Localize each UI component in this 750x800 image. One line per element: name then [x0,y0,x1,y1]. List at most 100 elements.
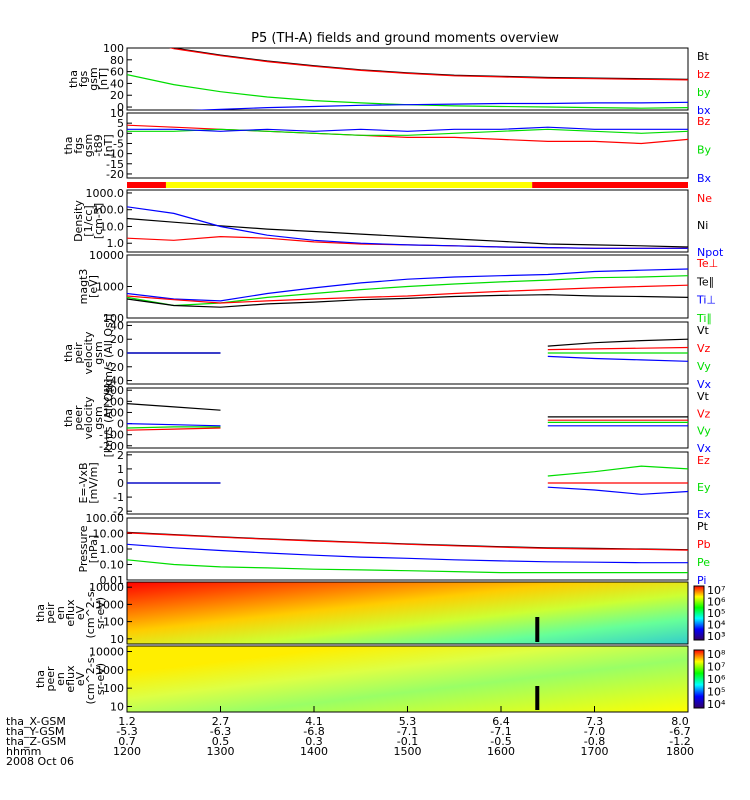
legend-entry: By [697,144,712,157]
y-tick-label: 5 [117,117,124,130]
legend-entry: Pt [697,520,709,533]
ephemeris-value: -6.7 [669,725,690,738]
y-axis-label: velocity [82,396,95,439]
y-tick-label: -100 [99,429,124,442]
y-axis-label: gsm [92,341,105,364]
y-axis-label: [eV] [87,275,100,298]
series-Vy [127,421,688,429]
y-axis-label: [cm-3] [92,203,105,239]
y-tick-label: 80 [110,54,124,67]
colorbar-tick-label: 10⁴ [707,619,726,632]
y-tick-label: 0 [117,418,124,431]
legend-entry: Te∥ [696,275,714,288]
legend-entry: Vy [697,360,711,373]
y-tick-label: 0.10 [100,559,125,572]
status-bar-segment [127,182,166,188]
legend-entry: Bz [697,115,711,128]
series-Vz [127,419,688,431]
legend-entry: Pe [697,556,710,569]
legend-entry: Ti∥ [696,312,712,325]
colorbar-tick-label: 10⁶ [707,596,726,609]
y-tick-label: 1.00 [100,543,125,556]
legend-entry: Vt [697,324,710,337]
ephemeris-label: tha_X-GSM [6,715,66,728]
y-tick-label: 0 [117,127,124,140]
ephemeris-value: -7.0 [584,725,605,738]
legend-entry: Pi [697,574,706,587]
y-axis-label: en [54,672,67,686]
y-axis-label: tha [34,670,47,688]
panel-frame [126,581,689,645]
ephemeris-value: -6.3 [210,725,231,738]
y-axis-label: tha [67,70,80,88]
y-tick-label: 1000 [96,281,124,294]
y-axis-label: [nT] [97,68,110,90]
series-Te⊥ [127,284,688,304]
legend-entry: Ey [697,481,711,494]
y-tick-label: 10000 [89,249,124,262]
series-Vt [127,338,688,354]
series-bz [168,48,688,81]
legend-entry: Ez [697,454,710,467]
y-tick-label: -2 [113,505,124,518]
ephemeris-value: 1500 [394,745,422,758]
legend-entry: Bx [697,172,712,185]
panel-density: 1000.0 100.0 10.0 1.0 Density[1/cc][cm-3] Ne N… [72,187,724,259]
spectrogram-image [127,646,688,712]
y-tick-label: 10.00 [93,528,125,541]
colorbar-tick-label: 10³ [707,630,725,643]
ephemeris-value: 0.3 [305,735,323,748]
series-Vx [127,423,688,427]
legend-entry: Vz [697,407,711,420]
y-axis-label: peir [72,342,85,364]
y-axis-label: sr-eV) [94,663,107,695]
y-axis-label: tha [62,136,75,154]
y-tick-label: 100.00 [86,512,125,525]
ephemeris-value: 1200 [113,745,141,758]
y-axis-label: Pressure [77,525,90,572]
y-tick-label: 10 [110,700,124,713]
ephemeris-value: -0.5 [490,735,511,748]
y-tick-label: 1000 [96,664,124,677]
panel-pressure: 100.00 10.00 1.00 0.10 0.01 Pressure[nPa] Pt Pb… [77,512,711,587]
legend-entry: bx [697,104,711,117]
y-tick-label: 0 [117,477,124,490]
y-axis-label: en [54,606,67,620]
legend-entry: Vx [697,442,712,455]
series-Vx [127,352,688,362]
series-Bx [127,126,688,132]
legend-entry: Vx [697,378,712,391]
legend-entry: Pb [697,538,711,551]
ephemeris-value: 1400 [300,745,328,758]
spectrogram-peer-en-eflux: 10000 1000 100 10 thapeerenefluxeV(cm^2-s-sr… [34,645,726,713]
series-Npot [127,206,688,249]
series-Pt [127,531,688,551]
colorbar-tick-label: 10⁵ [707,686,725,699]
y-tick-label: 0 [117,101,124,114]
y-axis-label: fgs [77,70,90,87]
y-tick-label: 10 [110,633,124,646]
y-tick-label: -1 [113,491,124,504]
y-tick-label: -10 [106,148,124,161]
ephemeris-value: 1700 [581,745,609,758]
legend-entry: by [697,86,711,99]
series-Ex [127,482,688,495]
y-tick-label: 10.0 [100,220,125,233]
y-axis-label: (cm^2-s- [84,588,97,639]
legend-entry: Ne [697,192,712,205]
series-Bz [127,124,688,145]
y-tick-label: 20 [110,89,124,102]
colorbar [693,649,705,709]
y-tick-label: -20 [106,361,124,374]
y-tick-label: -40 [106,375,124,388]
ephemeris-value: 2.7 [212,715,230,728]
data-gap [535,686,540,710]
colorbar-tick-label: 10⁴ [707,698,726,711]
y-tick-label: 100.0 [93,204,125,217]
y-axis-label: eV [74,605,87,620]
y-tick-label: 10000 [89,646,124,659]
